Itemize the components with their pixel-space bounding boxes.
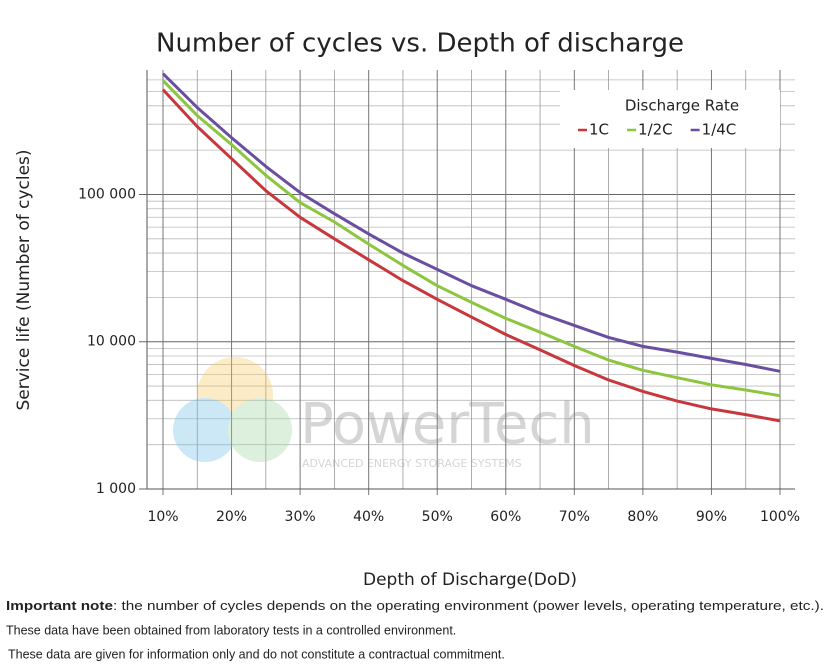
note-line: These data have been obtained from labor… [6,623,456,637]
x-tick-label: 70% [559,509,590,525]
note-text: : the number of cycles depends on the op… [113,599,824,613]
chart: Number of cycles vs. Depth of discharge … [0,0,832,669]
chart-title: Number of cycles vs. Depth of discharge [156,29,684,59]
logo-petal [173,398,237,462]
x-tick-label: 100% [760,509,800,525]
y-axis-label: Service life (Number of cycles) [14,149,34,410]
x-tick-label: 80% [627,509,658,525]
x-tick-label: 90% [696,509,727,525]
legend-title: Discharge Rate [625,97,739,115]
x-tick-label: 60% [490,509,521,525]
watermark-brand: PowerTech [300,392,595,457]
logo-petal [228,398,292,462]
x-tick-label: 10% [147,509,178,525]
watermark-tagline: ADVANCED ENERGY STORAGE SYSTEMS [302,457,522,470]
y-tick-label: 100 000 [78,186,136,202]
note-lead: Important note [6,599,113,613]
y-tick-label: 1 000 [96,481,136,497]
x-tick-label: 20% [216,509,247,525]
x-axis-label: Depth of Discharge(DoD) [363,570,577,590]
x-tick-label: 50% [422,509,453,525]
note-line: Important note: the number of cycles dep… [6,599,824,613]
x-tick-label: 30% [285,509,316,525]
x-tick-label: 40% [353,509,384,525]
page: Number of cycles vs. Depth of discharge … [0,0,832,669]
note-line: These data are given for information onl… [8,647,505,661]
legend-label: 1/4C [702,121,737,139]
legend-label: 1C [589,121,609,139]
y-tick-label: 10 000 [87,334,136,350]
legend-label: 1/2C [638,121,673,139]
